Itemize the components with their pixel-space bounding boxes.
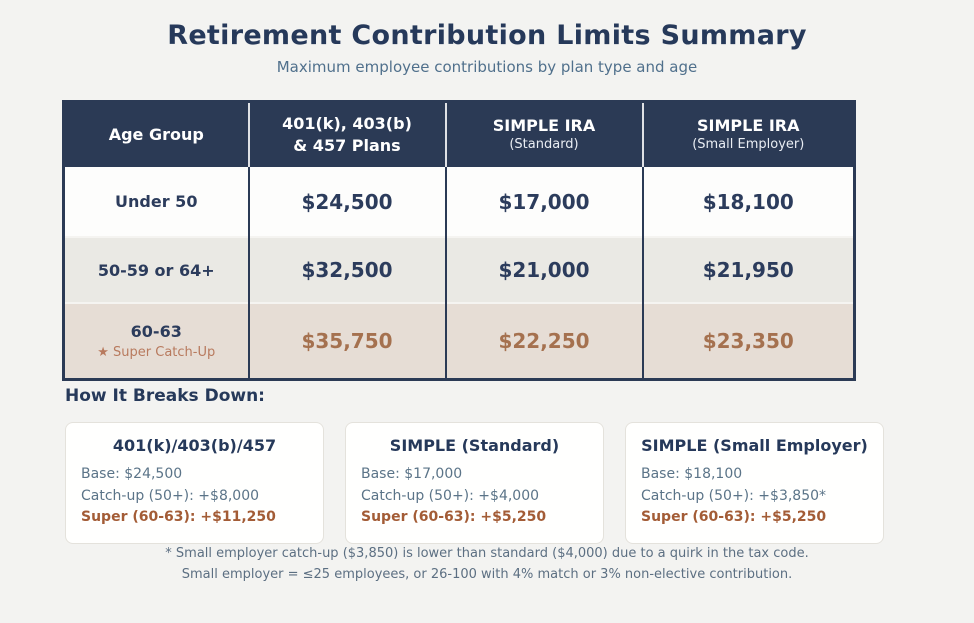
header-label: SIMPLE IRA xyxy=(492,115,596,135)
super-catchup-note: ★ Super Catch-Up xyxy=(97,344,216,360)
card-super-line: Super (60-63): +$5,250 xyxy=(641,509,827,526)
card-catchup-line: Catch-up (50+): +$4,000 xyxy=(361,487,540,504)
amount-cell: $24,500 xyxy=(247,167,446,237)
card-catchup-line: Catch-up (50+): +$8,000 xyxy=(81,487,260,504)
age-cell: Under 50 xyxy=(63,167,249,237)
header-cell-401k-403b-457: 401(k), 403(b) & 457 Plans xyxy=(247,101,446,167)
amount-cell: $17,000 xyxy=(444,167,643,237)
breakdown-card-simple-small-employer: SIMPLE (Small Employer) Base: $18,100 Ca… xyxy=(625,422,884,545)
header-sublabel: (Small Employer) xyxy=(692,137,805,153)
amount-cell: $21,000 xyxy=(444,236,643,303)
footnotes: * Small employer catch-up ($3,850) is lo… xyxy=(0,543,974,586)
card-catchup-line: Catch-up (50+): +$3,850* xyxy=(641,487,827,504)
page-title: Retirement Contribution Limits Summary xyxy=(167,20,807,51)
header-cell-simple-ira-standard: SIMPLE IRA (Standard) xyxy=(444,101,643,167)
card-title: 401(k)/403(b)/457 xyxy=(112,436,277,455)
header-cell-simple-ira-small-employer: SIMPLE IRA (Small Employer) xyxy=(641,101,855,167)
amount-cell: $32,500 xyxy=(247,236,446,303)
table-row-60-63-super-catchup: 60-63 ★ Super Catch-Up $35,750 $22,250 $… xyxy=(63,302,855,379)
card-base-line: Base: $24,500 xyxy=(81,466,183,482)
footnote-line-2: Small employer = ≤25 employees, or 26-10… xyxy=(181,567,793,583)
card-super-line: Super (60-63): +$11,250 xyxy=(81,509,276,526)
footnote-line-1: * Small employer catch-up ($3,850) is lo… xyxy=(165,546,809,561)
breakdown-card-401k: 401(k)/403(b)/457 Base: $24,500 Catch-up… xyxy=(65,422,324,545)
age-cell: 60-63 ★ Super Catch-Up xyxy=(63,302,249,379)
header-sublabel: (Standard) xyxy=(509,137,579,153)
header-label: SIMPLE IRA xyxy=(697,115,800,135)
age-cell: 50-59 or 64+ xyxy=(63,236,249,303)
amount-cell: $21,950 xyxy=(641,236,855,303)
card-title: SIMPLE (Small Employer) xyxy=(641,436,868,455)
table-row-50-59-or-64: 50-59 or 64+ $32,500 $21,000 $21,950 xyxy=(63,236,855,303)
header-label: Age Group xyxy=(108,125,204,145)
age-label: 60-63 xyxy=(130,321,182,341)
amount-cell: $23,350 xyxy=(641,302,855,379)
card-base-line: Base: $18,100 xyxy=(641,466,743,482)
header-cell-age-group: Age Group xyxy=(63,101,249,167)
page-subtitle: Maximum employee contributions by plan t… xyxy=(276,58,698,76)
breakdown-card-simple-standard: SIMPLE (Standard) Base: $17,000 Catch-up… xyxy=(345,422,604,545)
card-super-line: Super (60-63): +$5,250 xyxy=(361,509,547,526)
breakdown-heading: How It Breaks Down: xyxy=(65,386,265,406)
contribution-limits-table: Age Group 401(k), 403(b) & 457 Plans SIM… xyxy=(62,100,856,381)
table-row-under-50: Under 50 $24,500 $17,000 $18,100 xyxy=(63,167,855,237)
amount-cell: $35,750 xyxy=(247,302,446,379)
table-header-row: Age Group 401(k), 403(b) & 457 Plans SIM… xyxy=(63,101,855,167)
card-base-line: Base: $17,000 xyxy=(361,466,463,482)
amount-cell: $18,100 xyxy=(641,167,855,237)
amount-cell: $22,250 xyxy=(444,302,643,379)
header-sublabel: & 457 Plans xyxy=(293,136,401,156)
card-title: SIMPLE (Standard) xyxy=(389,436,560,455)
header-label: 401(k), 403(b) xyxy=(282,113,412,133)
breakdown-cards: 401(k)/403(b)/457 Base: $24,500 Catch-up… xyxy=(65,422,884,545)
